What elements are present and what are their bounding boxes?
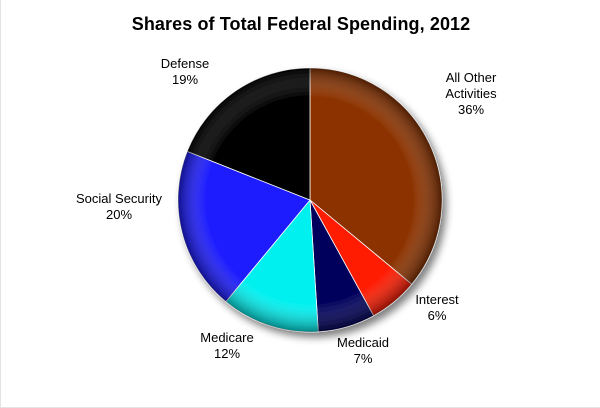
slice-label-medicare: Medicare 12% [200,330,253,361]
pie-shading [178,68,442,332]
slice-label-medicaid: Medicaid 7% [337,335,389,366]
slice-label-interest: Interest 6% [415,292,459,323]
slice-label-defense: Defense 19% [161,56,209,87]
chart-title: Shares of Total Federal Spending, 2012 [131,14,471,34]
slice-label-all-other-activities: All Other Activities 36% [445,70,497,117]
slice-label-social-security: Social Security 20% [76,191,162,222]
